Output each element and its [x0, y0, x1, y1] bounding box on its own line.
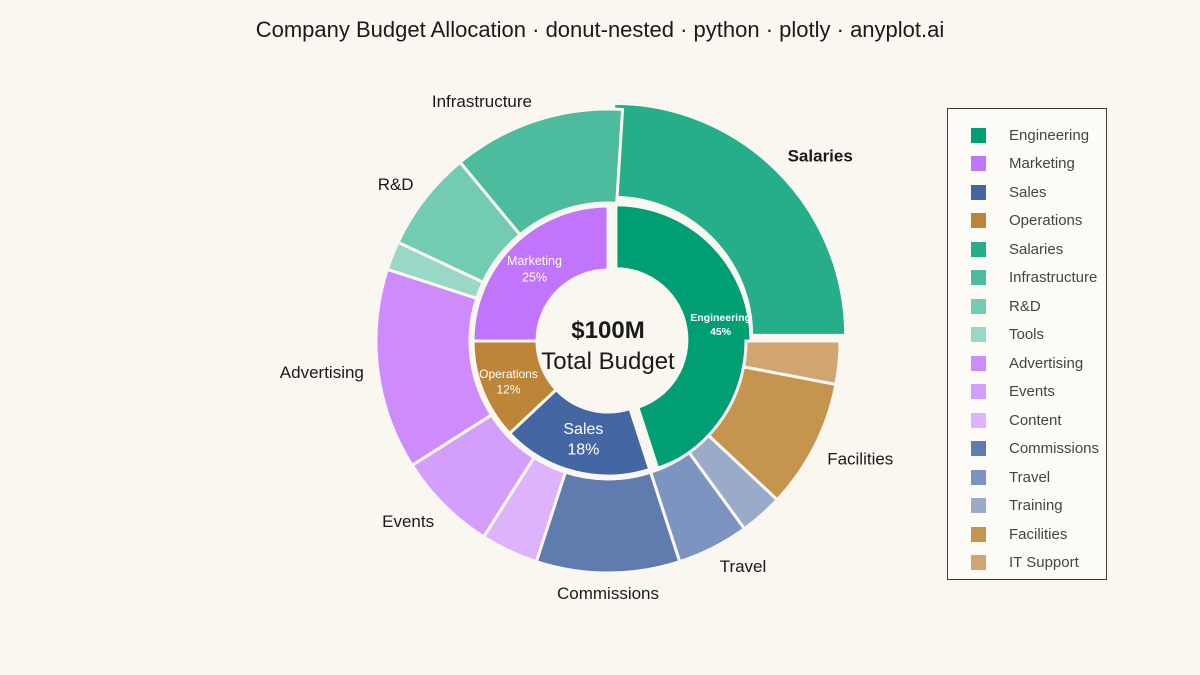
inner-segment-marketing[interactable] [471, 204, 610, 343]
legend-item[interactable]: Advertising [948, 349, 1106, 378]
legend-item[interactable]: Commissions [948, 435, 1106, 464]
outer-label-events: Events [382, 512, 434, 531]
legend-label: Training [1009, 497, 1063, 515]
outer-label-randd: R&D [378, 175, 414, 194]
legend-swatch [971, 441, 986, 457]
legend-item[interactable]: Tools [948, 321, 1106, 350]
legend-item[interactable]: R&D [948, 292, 1106, 321]
legend-item[interactable]: Operations [948, 207, 1106, 236]
chart-title: Company Budget Allocation · donut-nested… [256, 17, 945, 42]
legend-item[interactable]: Events [948, 378, 1106, 407]
inner-label-marketing: Marketing [507, 254, 562, 268]
outer-label-infrastructure: Infrastructure [432, 92, 532, 111]
outer-label-salaries: Salaries [788, 146, 853, 165]
legend-label: Travel [1009, 468, 1051, 486]
inner-pct-engineering: 45% [710, 326, 732, 338]
legend-item[interactable]: Sales [948, 178, 1106, 207]
legend-swatch [971, 498, 986, 514]
inner-label-sales: Sales [563, 421, 603, 438]
legend-label: Events [1009, 383, 1055, 401]
inner-ring [471, 203, 753, 478]
legend-label: Tools [1009, 326, 1045, 344]
legend-item[interactable]: Salaries [948, 235, 1106, 264]
legend-swatch [971, 213, 986, 229]
legend-swatch [971, 384, 986, 400]
legend-label: Infrastructure [1009, 269, 1098, 287]
legend-swatch [971, 184, 986, 200]
legend-item[interactable]: IT Support [948, 549, 1106, 578]
center-total-subtitle: Total Budget [541, 348, 675, 375]
legend-swatch [971, 412, 986, 428]
legend-swatch [971, 156, 986, 172]
outer-segment-salaries[interactable] [612, 101, 848, 337]
legend-label: Commissions [1009, 440, 1100, 458]
legend-label: Marketing [1009, 155, 1075, 173]
inner-pct-operations: 12% [496, 383, 520, 397]
outer-segment-infrastructure[interactable] [458, 107, 625, 237]
center-total-amount: $100M [571, 317, 644, 344]
legend-item[interactable]: Facilities [948, 520, 1106, 549]
legend-swatch [971, 270, 986, 286]
legend-swatch [971, 127, 986, 143]
legend-swatch [971, 555, 986, 571]
inner-label-operations: Operations [479, 367, 538, 381]
legend-label: Salaries [1009, 240, 1064, 258]
legend-item[interactable]: Engineering [948, 121, 1106, 150]
legend-item[interactable]: Marketing [948, 150, 1106, 179]
legend-label: R&D [1009, 297, 1041, 315]
legend-swatch [971, 526, 986, 542]
legend-label: Sales [1009, 183, 1047, 201]
outer-labels: Salaries Facilities Travel Commissions Event… [280, 92, 894, 603]
legend-item[interactable]: Content [948, 406, 1106, 435]
legend-label: Engineering [1009, 126, 1090, 144]
legend-label: IT Support [1009, 554, 1079, 572]
legend: Engineering Marketing Sales Operations S… [947, 108, 1107, 580]
legend-swatch [971, 469, 986, 485]
legend-item[interactable]: Infrastructure [948, 264, 1106, 293]
legend-swatch [971, 327, 986, 343]
legend-label: Operations [1009, 212, 1083, 230]
inner-pct-marketing: 25% [522, 270, 547, 284]
outer-label-advertising: Advertising [280, 363, 364, 382]
legend-label: Content [1009, 411, 1062, 429]
outer-ring [374, 101, 848, 575]
legend-item[interactable]: Travel [948, 463, 1106, 492]
outer-label-commissions: Commissions [557, 584, 659, 603]
legend-item[interactable]: Training [948, 492, 1106, 521]
inner-label-engineering: Engineering [690, 312, 751, 324]
outer-label-facilities: Facilities [827, 450, 893, 469]
legend-label: Facilities [1009, 525, 1068, 543]
inner-pct-sales: 18% [567, 442, 599, 459]
legend-swatch [971, 355, 986, 371]
inner-labels: Engineering 45% Sales 18% Operations 12% Marke… [479, 254, 751, 459]
legend-swatch [971, 298, 986, 314]
outer-label-travel: Travel [720, 557, 767, 576]
legend-swatch [971, 241, 986, 257]
legend-label: Advertising [1009, 354, 1084, 372]
